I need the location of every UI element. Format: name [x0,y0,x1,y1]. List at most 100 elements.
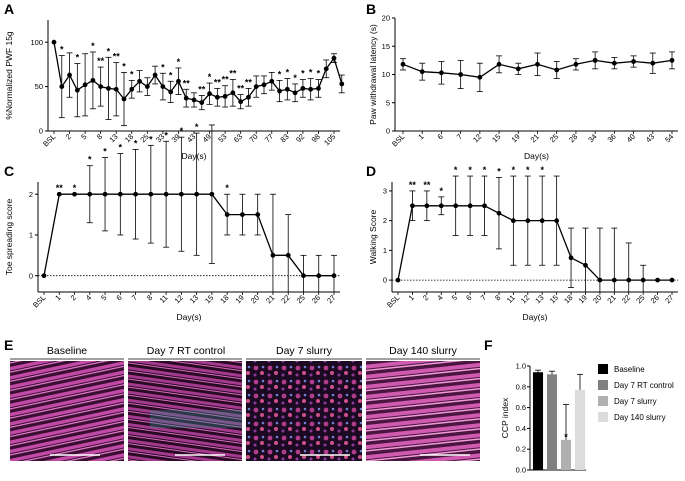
data-point [246,94,251,100]
significance-marker: ** [183,78,191,88]
data-point [568,255,574,261]
significance-marker: * [164,130,168,140]
micrograph-title: Baseline [47,345,87,357]
significance-marker: ** [237,84,245,94]
x-tick-label: 25 [295,293,307,305]
micrograph-title: Day 140 slurry [389,345,457,357]
significance-marker: ** [113,52,121,62]
x-tick-label: 26 [310,293,322,305]
micrograph-panel: Baseline Day 7 RT control Day 7 slurry D… [10,345,480,461]
data-point [554,67,560,73]
data-point [51,39,57,45]
significance-marker: * [440,186,444,196]
significance-marker: * [483,165,487,175]
significance-marker: * [103,147,107,157]
significance-marker: ** [229,68,237,78]
legend-label: Baseline [614,365,645,374]
x-tick-label: 4 [435,293,444,302]
significance-marker: * [91,41,95,51]
x-tick-label: 5 [450,293,459,302]
micrograph-day140-slurry: Day 140 slurry [366,345,480,461]
series-line [43,193,334,277]
x-axis-label: Day(s) [176,312,201,322]
data-point [133,191,138,197]
x-tick-label: 40 [625,132,637,144]
x-tick-label: BSL [41,132,57,148]
x-tick-label: 13 [533,293,545,305]
data-point [178,191,184,197]
x-tick-label: 19 [234,293,246,305]
x-tick-label: 25 [634,293,646,305]
data-point [284,86,290,92]
data-point [631,59,636,64]
y-tick-label: 0 [383,276,387,285]
data-point [453,203,459,209]
chart-b-latency: 0 5 10 15 20 BSL 1 6 7 12 15 19 21 25 28 34 36 40 43 54 Paw … [368,14,678,161]
y-tick-label: 2 [29,190,33,199]
y-tick-label: 1.0 [516,362,526,371]
significance-marker: * [195,122,199,132]
x-tick-label: 43 [644,132,656,144]
panel-letter-b: B [366,1,376,17]
significance-marker: * [88,155,92,165]
y-axis-label: %Normalized PWF 15g [4,31,14,120]
data-point [176,78,181,84]
significance-marker: * [149,134,153,144]
y-tick-label: 15 [382,42,390,51]
data-point [117,191,123,197]
data-point [535,61,540,67]
significance-marker: * [454,165,458,175]
data-point [238,99,244,105]
data-point [419,69,425,75]
data-point [424,203,430,209]
significance-marker: * [76,53,80,63]
data-point [339,81,345,87]
y-tick-label: 0 [39,127,43,136]
significance-marker: * [309,68,313,78]
data-point [331,273,337,279]
y-tick-label: 2 [383,216,387,225]
legend-swatch [598,396,608,406]
data-point [400,61,406,67]
y-tick-label: 1 [29,231,33,240]
data-point [640,277,646,283]
micrograph-rt-control: Day 7 RT control [128,345,242,461]
data-point [669,277,675,283]
x-tick-label: 105 [322,132,337,147]
legend-swatch [598,412,608,422]
x-tick-label: 21 [605,293,617,305]
data-point [592,57,598,63]
data-point [458,72,464,77]
data-point [626,277,632,283]
series-line [397,205,672,281]
x-tick-label: 36 [606,132,618,144]
significance-marker: ** [409,180,417,190]
data-point [331,55,337,61]
data-point [301,273,306,279]
data-point [163,191,169,197]
data-point [59,84,65,89]
legend-label: Day 7 slurry [614,397,657,406]
x-tick-label: 43 [185,132,197,144]
data-point [438,203,444,209]
data-point [137,78,142,84]
x-tick-label: 20 [249,293,261,305]
significance-marker: * [73,183,77,193]
significance-marker: ** [222,75,230,85]
significance-marker: ** [423,180,431,190]
x-tick-label: 5 [99,293,108,302]
x-axis-label: Day(s) [522,312,547,322]
data-point [573,61,579,67]
x-tick-label: 34 [586,132,598,144]
x-tick-label: 8 [145,293,154,302]
y-tick-label: 0.0 [516,466,526,475]
x-tick-label: 18 [218,293,230,305]
data-point [669,57,675,63]
data-point [467,203,473,209]
data-point [611,277,617,283]
x-tick-label: 63 [232,132,244,144]
legend-swatch [598,364,608,374]
data-point [269,78,275,84]
significance-marker: * [497,167,501,177]
y-tick-label: 50 [35,82,43,91]
